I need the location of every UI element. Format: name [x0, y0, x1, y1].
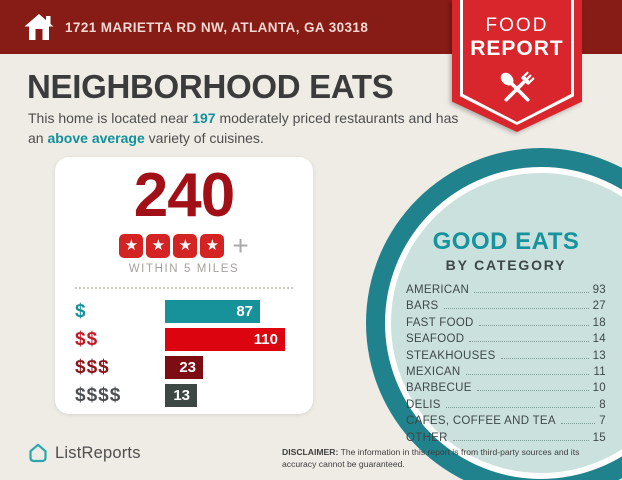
category-name: STEAKHOUSES [406, 349, 496, 362]
price-tier-value: 87 [236, 303, 253, 320]
category-name: AMERICAN [406, 284, 470, 296]
category-name: SEAFOOD [406, 333, 465, 346]
price-tier-row: $$$ 23 [75, 356, 295, 379]
good-eats-subtitle: BY CATEGORY [445, 257, 567, 273]
dotted-leader [478, 324, 589, 326]
good-eats-panel: GOOD EATS BY CATEGORY AMERICAN 93 BARS 27 FA… [406, 228, 606, 448]
category-row: MEXICAN 11 [406, 366, 606, 382]
price-tier-row: $87 [75, 300, 295, 323]
food-report-ribbon: FOOD REPORT [452, 0, 582, 132]
category-count: 93 [592, 284, 606, 296]
dotted-leader [500, 357, 589, 359]
dotted-leader [445, 406, 596, 408]
yelp-star-icon: ★ [173, 234, 198, 258]
category-row: OTHER 15 [406, 432, 606, 448]
price-tier-row: $$ 110 [75, 328, 295, 351]
category-count: 15 [592, 431, 606, 444]
price-tier-value: 23 [179, 359, 196, 376]
intro-sentence: This home is located near 197 moderately… [28, 108, 464, 149]
category-row: FAST FOOD 18 [406, 317, 606, 333]
dotted-leader [469, 341, 589, 343]
price-tier-label: $$$$ [75, 384, 122, 406]
price-tier-row: $$$$ 13 [75, 384, 295, 407]
category-count: 10 [592, 382, 606, 395]
category-name: BARS [406, 300, 439, 313]
star-tiles: ★ ★ ★ ★ [119, 234, 225, 258]
category-row: BARBECUE 10 [406, 382, 606, 398]
listreports-logo: ListReports [27, 442, 141, 464]
total-restaurants: 240 [133, 161, 235, 230]
radius-label: WITHIN 5 MILES [128, 263, 240, 275]
page-title: NEIGHBORHOOD EATS [27, 68, 394, 105]
dotted-leader [452, 439, 589, 441]
restaurant-count: 197 [192, 110, 216, 126]
price-tier-bar: 87 [165, 300, 260, 323]
crossed-spoon-fork-icon [500, 71, 535, 102]
category-count: 11 [593, 365, 606, 378]
dotted-separator [75, 287, 293, 289]
good-eats-title: GOOD EATS [432, 228, 580, 255]
rating-stars-row: ★ ★ ★ ★ + [55, 230, 313, 261]
price-tier-label: $$$ [75, 356, 110, 378]
ribbon-title-line1: FOOD [485, 15, 549, 36]
brand-name: ListReports [55, 443, 141, 462]
yelp-star-icon: ★ [119, 234, 144, 258]
category-count: 18 [592, 316, 606, 329]
dotted-leader [474, 292, 589, 293]
category-row: STEAKHOUSES 13 [406, 350, 606, 366]
category-row: DELIS 8 [406, 399, 606, 415]
price-tier-bar: 23 [165, 356, 203, 379]
price-tier-label: $$ [75, 328, 99, 350]
listreports-house-icon [29, 443, 47, 463]
price-tier-value: 110 [253, 331, 278, 348]
dotted-leader [443, 308, 589, 310]
dotted-leader [560, 423, 596, 425]
category-count: 14 [592, 333, 606, 346]
price-tier-bar: 13 [165, 384, 197, 407]
disclaimer-label: DISCLAIMER: [282, 447, 339, 457]
intro-post: variety of cuisines. [144, 130, 264, 147]
category-name: BARBECUE [406, 382, 472, 395]
category-count: 8 [599, 398, 606, 411]
restaurant-stats-card: 240 ★ ★ ★ ★ + WITHIN 5 MILES $87 $$ 110 $$$ 23 $… [55, 157, 313, 414]
category-count: 7 [599, 415, 606, 428]
price-tier-bar: 110 [165, 328, 285, 351]
ribbon-content: FOOD REPORT [452, 0, 582, 132]
disclaimer-text: The information in this report is from t… [282, 447, 580, 470]
category-name: FAST FOOD [406, 316, 474, 329]
category-name: CAFES, COFFEE AND TEA [406, 415, 556, 428]
plus-sign: + [232, 230, 249, 261]
category-row: CAFES, COFFEE AND TEA 7 [406, 415, 606, 431]
category-name: MEXICAN [406, 365, 461, 378]
category-count: 13 [592, 349, 606, 362]
home-icon [24, 14, 54, 40]
price-tier-bar-chart: $87 $$ 110 $$$ 23 $$$$ 13 [75, 300, 295, 407]
yelp-star-icon: ★ [200, 234, 225, 258]
yelp-star-icon: ★ [146, 234, 171, 258]
disclaimer: DISCLAIMER: The information in this repo… [282, 446, 600, 470]
price-tier-label: $ [75, 300, 87, 322]
category-name: OTHER [406, 431, 448, 444]
dotted-leader [476, 390, 589, 392]
intro-pre: This home is located near [28, 110, 193, 126]
category-name: DELIS [406, 398, 441, 411]
variety-highlight: above average [47, 130, 145, 147]
category-count: 27 [592, 300, 606, 313]
ribbon-title-line2: REPORT [470, 37, 564, 60]
category-row: BARS 27 [406, 300, 606, 316]
property-address: 1721 MARIETTA RD NW, ATLANTA, GA 30318 [65, 19, 369, 35]
price-tier-value: 13 [173, 387, 190, 404]
ribbon-core [463, 0, 571, 122]
category-row: SEAFOOD 14 [406, 333, 606, 349]
intro-mid: moderately priced restaurants and has an [28, 110, 459, 147]
dotted-leader [465, 373, 590, 375]
category-row: AMERICAN 93 [406, 284, 606, 300]
category-list: AMERICAN 93 BARS 27 FAST FOOD 18 SEAFOOD 14 STEA… [406, 284, 606, 448]
